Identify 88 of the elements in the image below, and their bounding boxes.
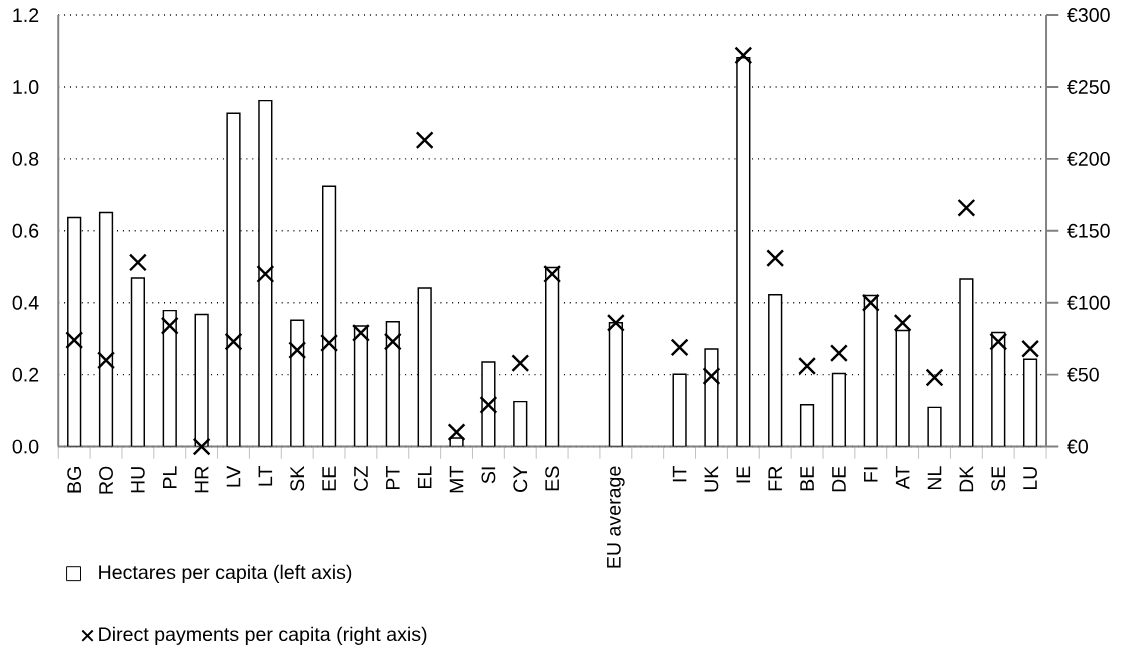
bar	[258, 99, 273, 447]
legend-label: Hectares per capita (left axis)	[99, 564, 352, 584]
point	[829, 344, 848, 363]
bar	[768, 294, 783, 447]
x-tick-label: EE	[322, 466, 336, 491]
bar	[545, 266, 560, 447]
y-tick-label: 0.2	[12, 367, 39, 382]
point	[511, 354, 530, 373]
bar	[321, 185, 337, 447]
bar	[98, 211, 114, 447]
y2-tick-label: €250	[1067, 80, 1110, 94]
point	[798, 357, 817, 376]
x-tick-label: SI	[481, 467, 496, 484]
point	[702, 367, 721, 386]
bar	[385, 321, 400, 447]
x-tick-label: AT	[895, 466, 910, 490]
x-tick-label: IT	[672, 466, 687, 482]
point	[766, 249, 785, 268]
x-tick-label: SE	[991, 466, 1006, 492]
point	[670, 338, 689, 357]
x-tick-label: UK	[704, 466, 719, 492]
point	[160, 316, 179, 335]
point	[320, 334, 339, 353]
point	[383, 332, 402, 351]
x-tick-label: EL	[417, 466, 432, 489]
y2-tick-label: €200	[1067, 152, 1110, 166]
x-tick-label: BG	[67, 467, 82, 493]
bar	[162, 309, 177, 447]
bar	[481, 361, 496, 447]
point	[893, 313, 912, 332]
point	[447, 423, 466, 442]
y2-tick-label: €150	[1067, 223, 1110, 238]
y2-tick-label: €100	[1067, 295, 1110, 310]
point	[288, 341, 307, 360]
bar	[863, 294, 878, 447]
bar	[513, 400, 528, 447]
point	[415, 131, 434, 150]
point	[543, 265, 562, 284]
point	[128, 253, 147, 272]
y2-tick-label: €300	[1067, 8, 1110, 23]
point	[97, 351, 116, 370]
x-tick-label: PL	[163, 466, 177, 489]
point	[606, 313, 625, 332]
point	[989, 332, 1008, 351]
y-tick-label: 0.8	[12, 152, 39, 166]
x-tick-label: DE	[832, 466, 846, 492]
bar	[226, 112, 241, 447]
point	[957, 198, 976, 217]
x-tick-label: LU	[1023, 467, 1037, 490]
point	[861, 293, 880, 312]
point	[479, 395, 498, 414]
x-tick-label: HU	[131, 467, 145, 493]
x-tick-label: PT	[386, 466, 400, 490]
bar	[704, 348, 719, 447]
x-tick-label: FR	[768, 466, 782, 491]
point	[224, 332, 243, 351]
x-tick-label: SK	[290, 465, 305, 492]
x-tick-label: CY	[513, 466, 528, 492]
legend-label: Direct payments per capita (right axis)	[99, 626, 427, 646]
x-tick-label: RO	[99, 466, 113, 494]
x-tick-label: LT	[258, 466, 273, 486]
x-tick-label: ES	[545, 466, 560, 491]
y-tick-label: 1.2	[13, 8, 39, 22]
x-tick-label: BE	[800, 466, 814, 491]
x-tick-label: FI	[864, 467, 878, 482]
x-tick-label: CZ	[354, 466, 368, 491]
x-tick-label: IE	[736, 466, 751, 483]
x-tick-label: DK	[959, 466, 974, 492]
y2-tick-label: €0	[1067, 439, 1088, 454]
point	[1021, 339, 1040, 358]
point	[192, 437, 211, 456]
point	[351, 323, 370, 343]
y-tick-label: 0.6	[12, 223, 39, 238]
bar	[799, 404, 815, 447]
point	[734, 46, 753, 65]
x-tick-label: HR	[194, 466, 209, 493]
y-tick-label: 1.0	[13, 80, 39, 94]
point	[65, 331, 84, 350]
y2-tick-label: €50	[1067, 367, 1099, 382]
y-tick-label: 0.0	[12, 439, 39, 454]
x-tick-label: EU average	[607, 466, 625, 568]
point	[925, 368, 944, 387]
x-tick-label: LV	[226, 465, 241, 487]
x-tick-label: NL	[927, 466, 942, 490]
point	[256, 265, 275, 284]
bar	[927, 406, 942, 447]
y-tick-label: 0.4	[12, 295, 39, 310]
x-tick-label: MT	[449, 466, 464, 493]
